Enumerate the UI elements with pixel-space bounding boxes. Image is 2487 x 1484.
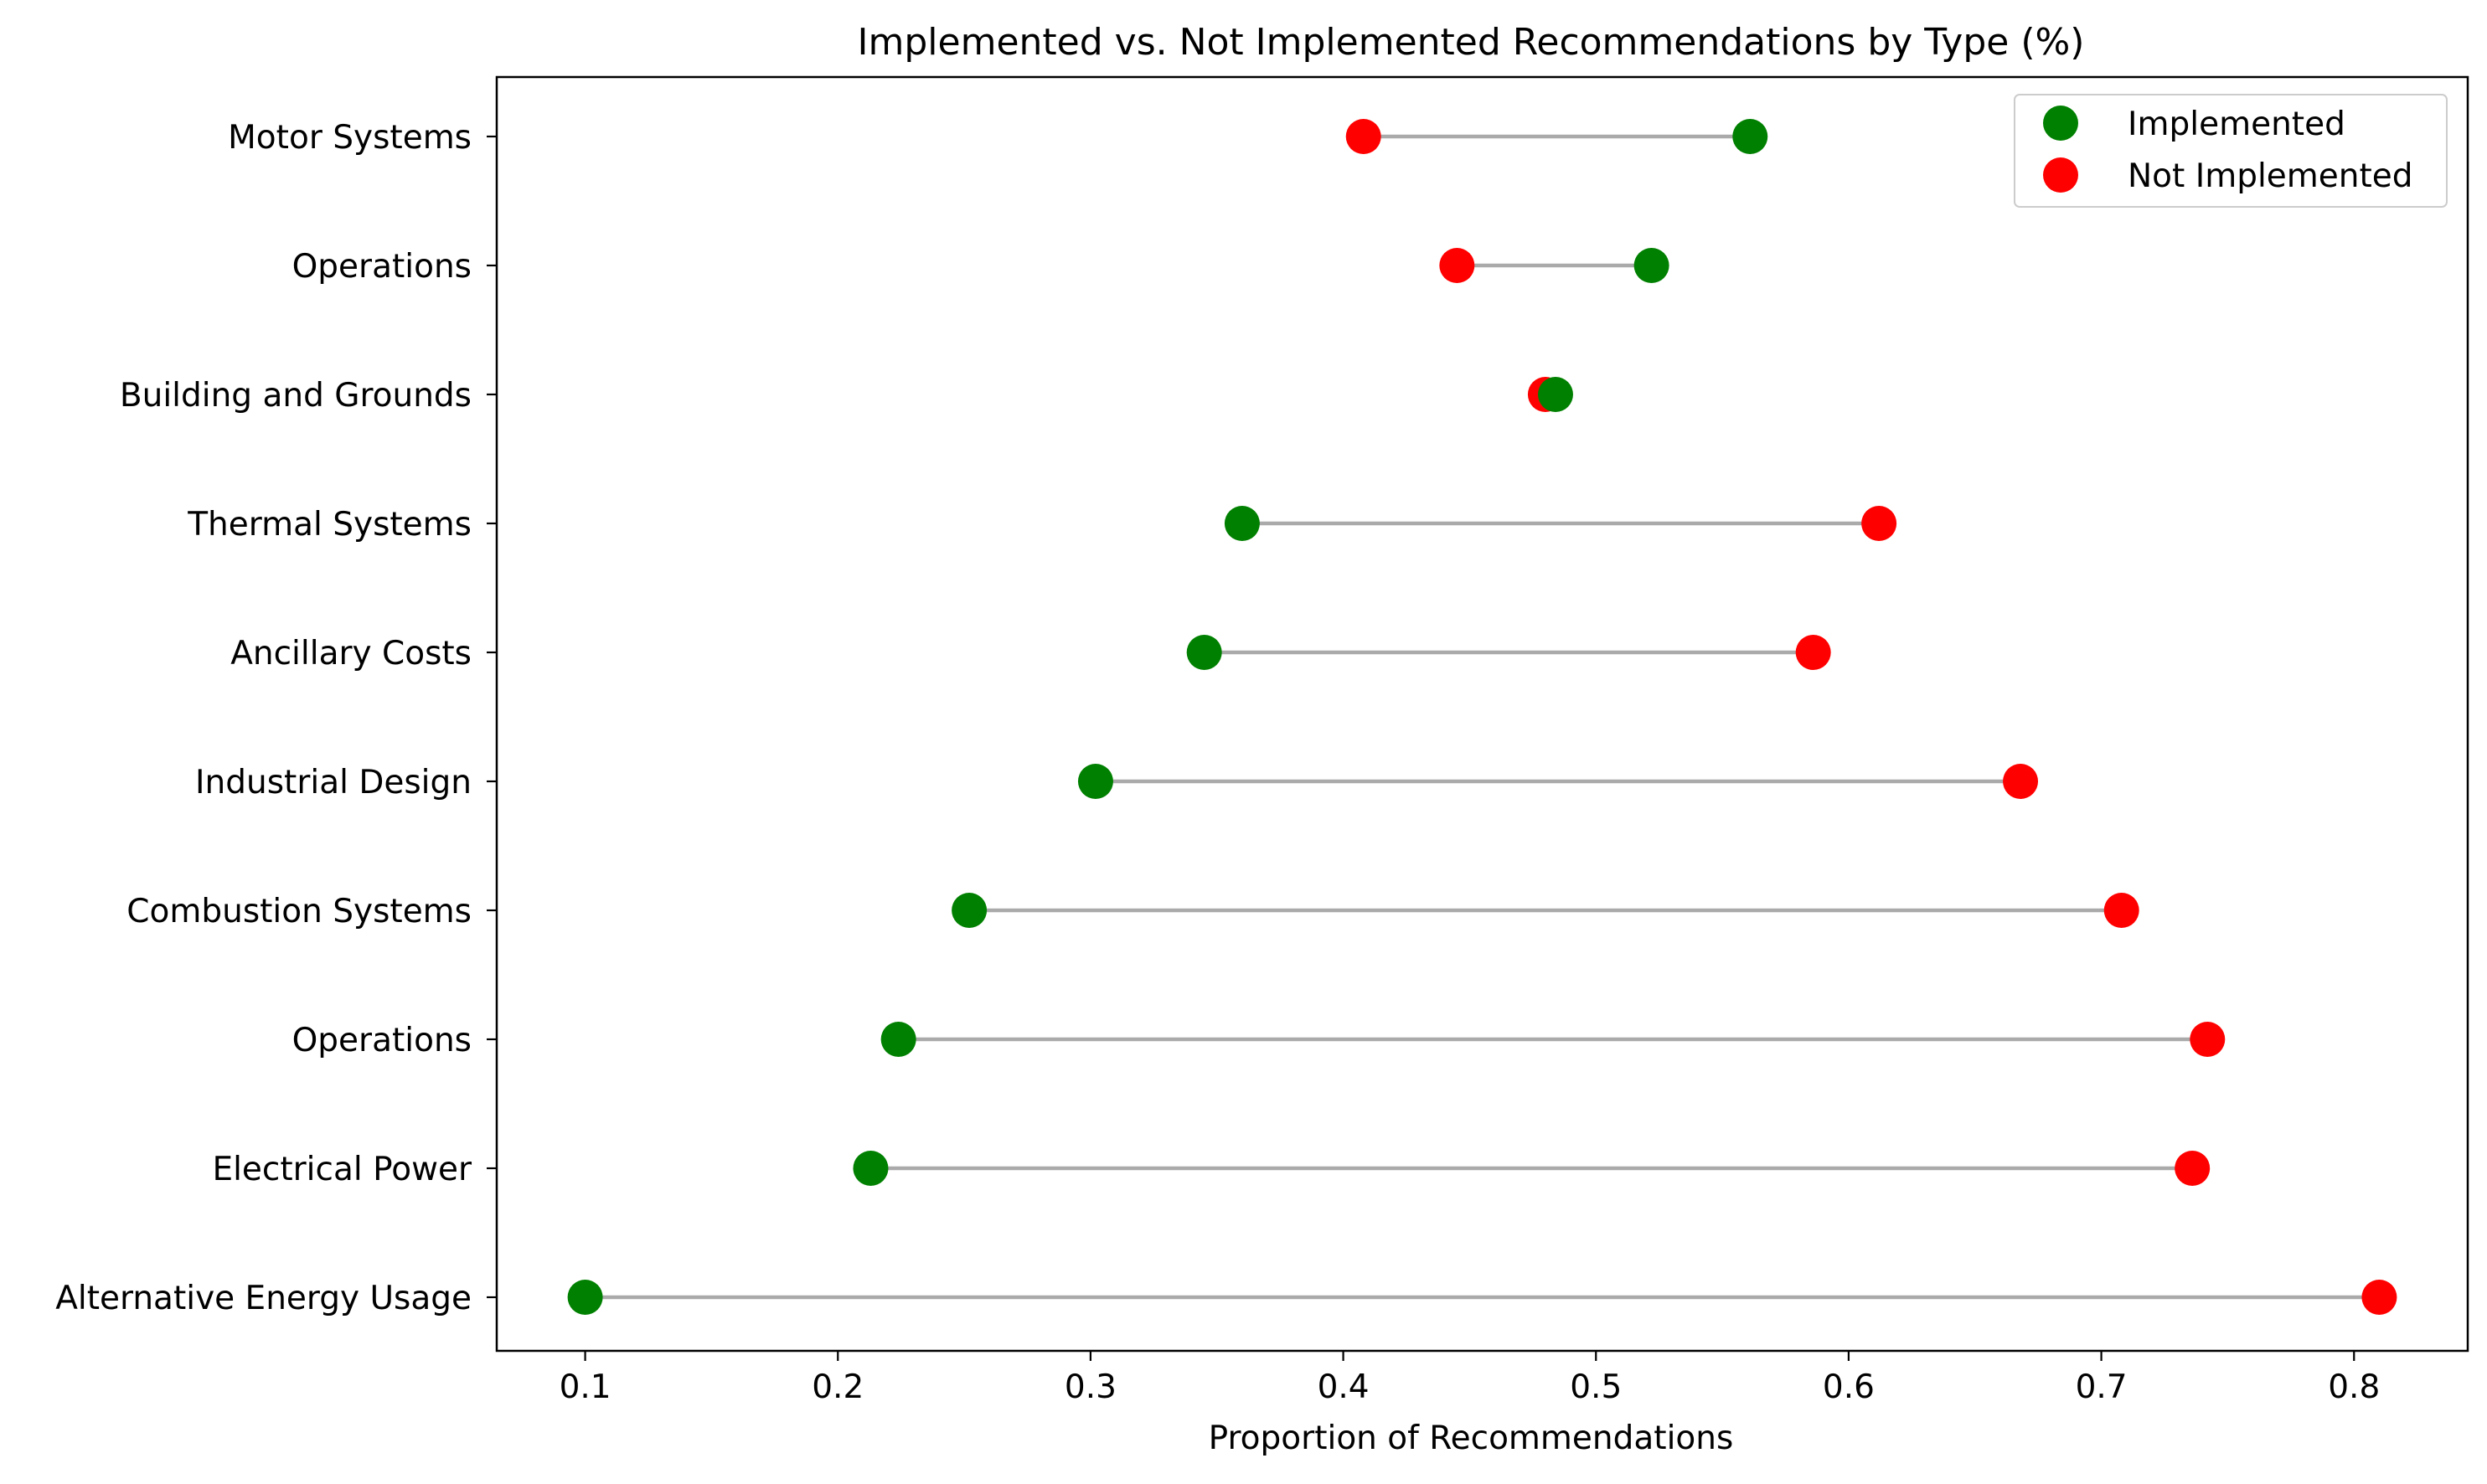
- y-tick-label: Combustion Systems: [126, 893, 472, 930]
- plot-area: 0.1 0.2 0.3 0.4 0.5 0.6 0.7 0.8 Motor Systems Ope…: [55, 75, 2469, 1406]
- not-implemented-point: [2103, 893, 2139, 928]
- plot-frame: [495, 75, 2469, 1353]
- x-axis-label: Proportion of Recommendations: [1209, 1420, 1734, 1457]
- y-tick-label: Operations: [292, 248, 472, 286]
- not-implemented-point: [1795, 635, 1831, 670]
- implemented-point: [880, 1022, 916, 1057]
- x-tick-label: 0.4: [1318, 1368, 1370, 1406]
- implemented-point: [952, 893, 988, 928]
- legend-marker: [2043, 157, 2078, 193]
- implemented-point: [1537, 377, 1573, 412]
- not-implemented-point: [2190, 1022, 2226, 1057]
- implemented-point: [1224, 506, 1260, 541]
- y-tick-label: Thermal Systems: [187, 506, 472, 544]
- not-implemented-point: [2361, 1280, 2397, 1315]
- not-implemented-point: [2175, 1151, 2211, 1186]
- x-tick-label: 0.1: [560, 1368, 611, 1406]
- y-tick-label: Ancillary Costs: [230, 635, 472, 672]
- chart-title: Implemented vs. Not Implemented Recommen…: [858, 21, 2085, 64]
- x-tick-label: 0.7: [2076, 1368, 2128, 1406]
- not-implemented-point: [1439, 248, 1475, 283]
- x-tick-label: 0.5: [1570, 1368, 1622, 1406]
- legend-marker: [2043, 106, 2078, 141]
- y-tick-label: Electrical Power: [212, 1151, 472, 1188]
- x-tick-label: 0.6: [1823, 1368, 1875, 1406]
- y-tick-label: Operations: [292, 1022, 472, 1059]
- legend-label: Implemented: [2128, 106, 2345, 143]
- y-tick-label: Building and Grounds: [120, 377, 472, 415]
- implemented-point: [853, 1151, 889, 1186]
- x-tick-label: 0.8: [2328, 1368, 2380, 1406]
- legend-label: Not Implemented: [2128, 157, 2413, 195]
- not-implemented-point: [2003, 764, 2039, 799]
- implemented-point: [1186, 635, 1222, 670]
- legend-box: [2014, 94, 2448, 208]
- x-tick-label: 0.2: [812, 1368, 864, 1406]
- y-tick-label: Alternative Energy Usage: [55, 1280, 472, 1317]
- not-implemented-point: [1345, 119, 1381, 154]
- not-implemented-point: [1861, 506, 1897, 541]
- implemented-point: [1633, 248, 1669, 283]
- y-tick-label: Motor Systems: [228, 119, 472, 157]
- implemented-point: [1732, 119, 1768, 154]
- implemented-point: [1077, 764, 1113, 799]
- implemented-point: [567, 1280, 603, 1315]
- y-tick-label: Industrial Design: [195, 764, 472, 801]
- x-tick-label: 0.3: [1065, 1368, 1117, 1406]
